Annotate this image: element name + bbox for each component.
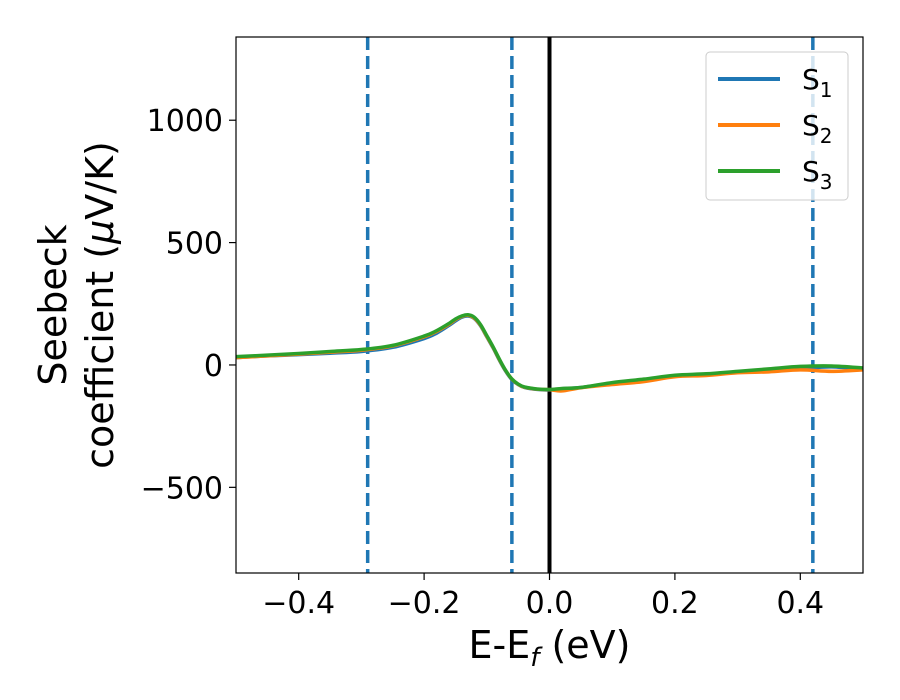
y-axis-label-prefix: coefficient ( bbox=[78, 244, 122, 469]
y-axis-label-mu: μ bbox=[78, 220, 122, 245]
legend-label: S2 bbox=[802, 109, 833, 148]
legend-label-main: S bbox=[802, 63, 820, 96]
legend-label-sub: 3 bbox=[820, 170, 833, 194]
legend-label: S1 bbox=[802, 63, 833, 102]
x-axis-label-main: E-E bbox=[469, 623, 531, 667]
y-axis-label: Seebeck coefficient (μV/K) bbox=[31, 141, 122, 469]
x-axis-label-unit: (eV) bbox=[539, 623, 630, 667]
y-tick-label: 1000 bbox=[147, 104, 223, 139]
legend-label-main: S bbox=[802, 109, 820, 142]
series-lines bbox=[236, 313, 863, 393]
x-tick-label: 0.2 bbox=[651, 586, 699, 621]
x-axis-ticks: −0.4 −0.2 0.0 0.2 0.4 bbox=[262, 573, 824, 621]
legend-label-sub: 1 bbox=[820, 78, 833, 102]
legend-label: S3 bbox=[802, 155, 833, 194]
y-tick-label: 0 bbox=[204, 349, 223, 384]
legend-label-sub: 2 bbox=[820, 124, 833, 148]
series-line-s3 bbox=[236, 313, 863, 392]
x-tick-label: 0.4 bbox=[776, 586, 824, 621]
reference-lines bbox=[365, 37, 815, 573]
x-tick-label: −0.2 bbox=[388, 586, 461, 621]
y-axis-label-line1: Seebeck bbox=[31, 224, 75, 385]
y-axis-label-line2: coefficient (μV/K) bbox=[78, 141, 122, 469]
x-tick-label: 0.0 bbox=[526, 586, 574, 621]
y-axis-label-suffix: V/K) bbox=[78, 141, 122, 220]
y-tick-label: −500 bbox=[141, 471, 223, 506]
x-axis-label: E-Ef (eV) bbox=[469, 623, 631, 673]
y-axis-ticks: −500 0 500 1000 bbox=[141, 104, 236, 506]
y-tick-label: 500 bbox=[166, 227, 223, 262]
legend-label-main: S bbox=[802, 155, 820, 188]
x-tick-label: −0.4 bbox=[262, 586, 335, 621]
